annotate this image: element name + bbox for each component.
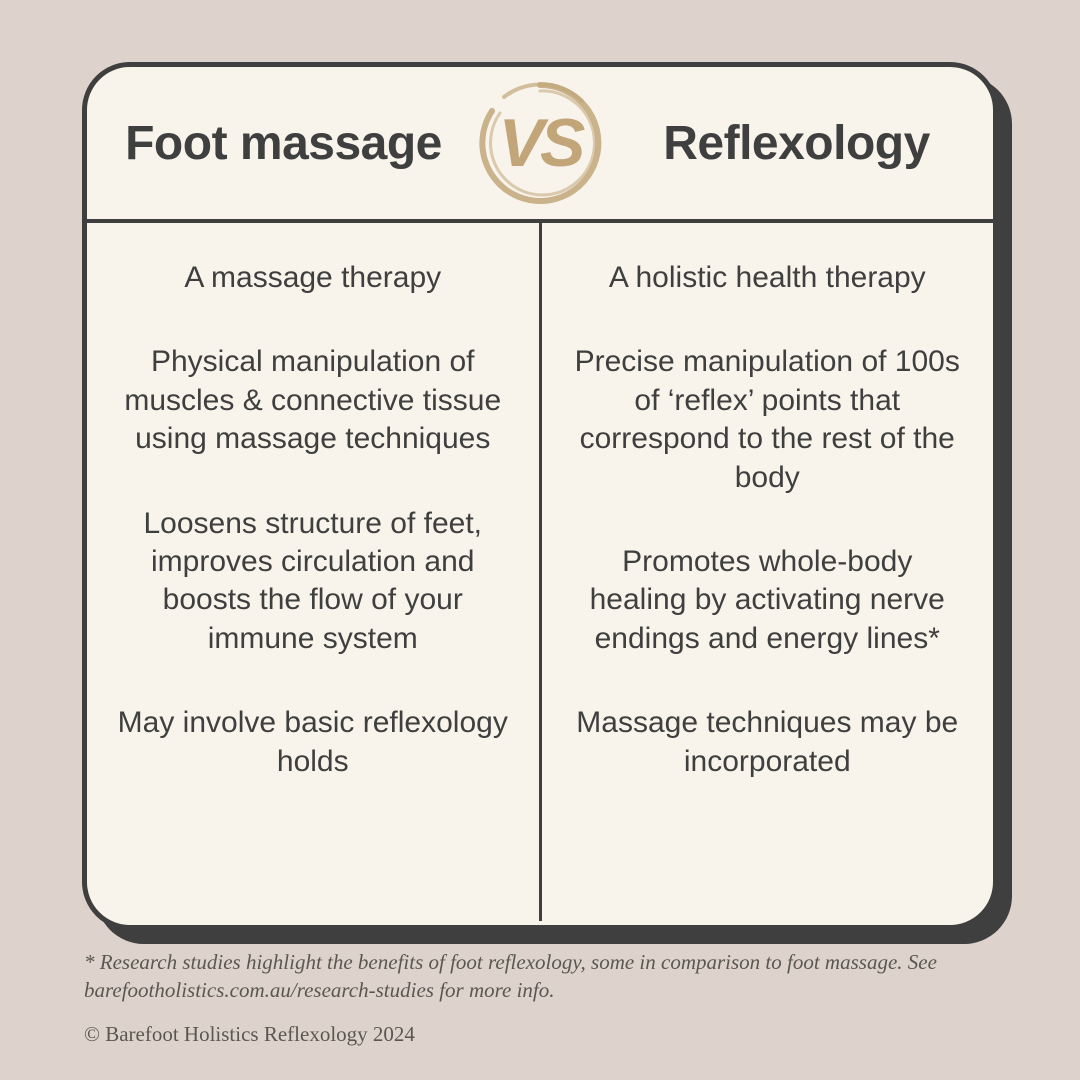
column-reflexology: A holistic health therapy Precise manipu…	[542, 223, 994, 921]
comparison-card: Foot massage VS Reflexology A massage th…	[82, 62, 998, 930]
list-item: Physical manipulation of muscles & conne…	[117, 343, 509, 458]
list-item: Loosens structure of feet, improves circ…	[117, 505, 509, 659]
list-item: May involve basic reflexology holds	[117, 704, 509, 781]
vs-text: VS	[499, 109, 582, 177]
comparison-card-wrap: Foot massage VS Reflexology A massage th…	[82, 62, 998, 930]
vs-badge: VS	[470, 73, 610, 213]
list-item: A holistic health therapy	[572, 259, 964, 297]
list-item: Massage techniques may be incorporated	[572, 704, 964, 781]
list-item: A massage therapy	[117, 259, 509, 297]
footnote-text: * Research studies highlight the benefit…	[84, 948, 1004, 1005]
list-item: Promotes whole-body healing by activatin…	[572, 543, 964, 658]
column-foot-massage: A massage therapy Physical manipulation …	[87, 223, 542, 921]
copyright-text: © Barefoot Holistics Reflexology 2024	[84, 1022, 415, 1047]
heading-left: Foot massage	[87, 116, 470, 171]
card-body: A massage therapy Physical manipulation …	[87, 223, 993, 921]
card-header: Foot massage VS Reflexology	[87, 67, 993, 223]
heading-right: Reflexology	[610, 116, 993, 171]
list-item: Precise manipulation of 100s of ‘reflex’…	[572, 343, 964, 497]
